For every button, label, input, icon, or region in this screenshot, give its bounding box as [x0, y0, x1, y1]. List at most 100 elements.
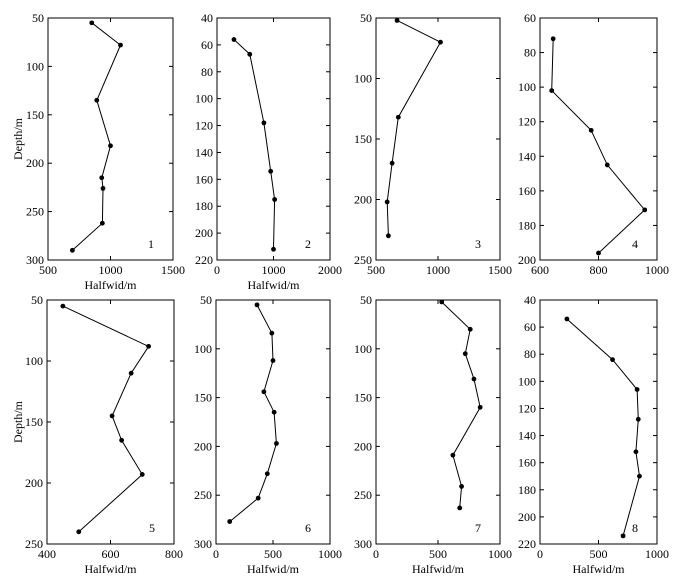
data-point: [438, 39, 443, 45]
panel-number-label: 8: [632, 521, 638, 535]
data-point: [271, 246, 276, 252]
y-tick-label: 100: [518, 80, 536, 94]
data-point: [462, 351, 468, 357]
chart-panel-2: 0 1000 2000 40 60 80 100 120 140 160 180 200 220 Half…: [195, 11, 342, 292]
data-point: [467, 326, 473, 332]
x-axis-title: Halfwid/m: [247, 562, 300, 576]
y-tick-label: 40: [524, 293, 536, 307]
chart-panel-7: 0 500 1000 50 100 150 200 250 300 Halfwid/m 7: [354, 293, 512, 576]
data-point: [268, 168, 274, 174]
y-tick-label: 150: [25, 415, 43, 429]
panel-number-label: 3: [475, 237, 481, 251]
data-point: [610, 357, 615, 363]
data-point: [99, 175, 105, 181]
plot-frame: [46, 299, 175, 545]
data-point: [255, 495, 261, 501]
y-tick-label: 220: [195, 253, 213, 267]
data-point: [588, 127, 594, 133]
x-tick-label: 2000: [318, 263, 342, 277]
x-tick-label: 500: [39, 263, 57, 277]
data-point: [439, 299, 445, 305]
y-tick-label: 300: [354, 537, 372, 551]
x-axis-title: Halfwid/m: [412, 562, 465, 576]
x-tick-label: 0: [537, 547, 543, 561]
x-tick-label: 0: [214, 263, 220, 277]
series-line: [72, 22, 122, 251]
x-tick-label: 1000: [262, 263, 286, 277]
y-tick-label: 80: [201, 65, 213, 79]
y-tick-label: 50: [32, 11, 44, 25]
data-point: [634, 387, 640, 392]
y-tick-label: 300: [194, 537, 212, 551]
data-point: [261, 120, 267, 126]
panel-number-label: 7: [475, 521, 481, 535]
x-tick-label: 600: [102, 547, 120, 561]
y-tick-label: 200: [26, 156, 44, 170]
data-point: [128, 370, 134, 376]
y-tick-label: 80: [524, 347, 536, 361]
data-point: [118, 42, 123, 48]
data-point: [254, 302, 260, 308]
data-point: [108, 143, 113, 149]
y-tick-label: 100: [194, 342, 212, 356]
data-point: [549, 88, 555, 93]
y-tick-label: 50: [200, 293, 212, 307]
x-tick-label: 1500: [161, 263, 185, 277]
data-point: [471, 376, 477, 382]
y-tick-label: 200: [25, 476, 43, 490]
x-tick-label: 500: [367, 263, 385, 277]
data-point: [146, 343, 152, 349]
plot-frame: [539, 299, 658, 545]
y-tick-label: 250: [25, 537, 43, 551]
y-tick-label: 250: [354, 488, 372, 502]
chart-panel-6: 0 500 1000 50 100 150 200 250 300 Halfwid/m 6: [194, 293, 342, 576]
x-tick-label: 800: [165, 547, 183, 561]
x-tick-label: 1000: [488, 547, 512, 561]
x-axis-title: Halfwid/m: [85, 562, 138, 576]
data-point: [60, 303, 66, 309]
x-tick-label: 0: [373, 547, 379, 561]
x-tick-label: 800: [590, 263, 608, 277]
y-tick-label: 220: [518, 537, 536, 551]
y-tick-label: 100: [195, 92, 213, 106]
y-tick-label: 100: [25, 354, 43, 368]
data-point: [274, 441, 279, 446]
y-tick-label: 250: [26, 205, 44, 219]
x-tick-label: 0: [213, 547, 219, 561]
y-tick-label: 60: [524, 11, 536, 25]
data-point: [99, 220, 105, 226]
data-point: [389, 160, 395, 166]
data-point: [109, 413, 115, 419]
series-line: [386, 19, 442, 236]
data-point: [270, 358, 276, 363]
chart-panel-5: 400 600 800 50 100 150 200 250 Halfwid/m Depth/m 5: [11, 293, 183, 576]
data-point: [76, 529, 82, 535]
y-tick-label: 120: [195, 119, 213, 133]
y-tick-label: 40: [201, 11, 213, 25]
plot-frame: [375, 17, 501, 261]
y-tick-label: 60: [201, 38, 213, 52]
data-point: [604, 162, 610, 168]
data-point: [227, 519, 233, 524]
y-tick-label: 160: [518, 456, 536, 470]
data-point: [596, 250, 601, 256]
data-point: [450, 452, 456, 458]
x-tick-label: 600: [531, 263, 549, 277]
data-point: [394, 18, 400, 23]
y-tick-label: 150: [194, 391, 212, 405]
plot-frame: [215, 299, 331, 545]
x-tick-label: 400: [38, 547, 56, 561]
data-point: [69, 247, 75, 253]
series-line: [566, 318, 641, 537]
x-tick-label: 1000: [318, 547, 342, 561]
plot-frame: [375, 299, 501, 545]
data-point: [457, 505, 463, 511]
data-point: [94, 97, 100, 103]
x-tick-label: 1000: [426, 263, 450, 277]
panel-number-label: 4: [632, 237, 638, 251]
y-tick-label: 180: [518, 218, 536, 232]
y-axis-title: Depth/m: [11, 117, 25, 160]
y-tick-label: 200: [194, 439, 212, 453]
plot-frame: [47, 17, 174, 261]
